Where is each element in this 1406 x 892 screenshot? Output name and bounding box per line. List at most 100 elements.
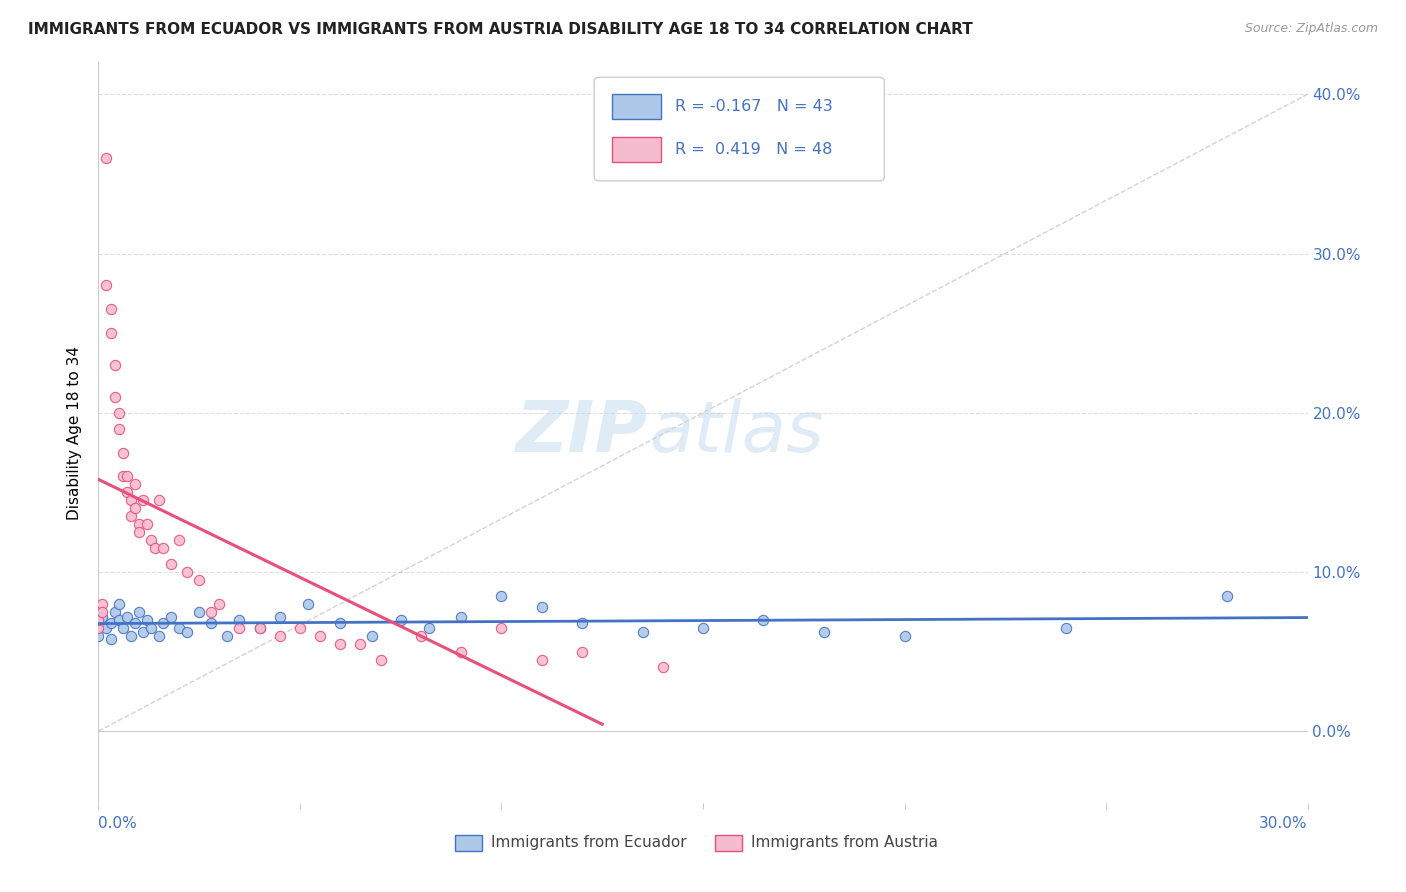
Point: [96, 151, 118, 165]
Point: [148, 493, 170, 508]
Point: [389, 613, 412, 627]
Point: [530, 652, 553, 666]
Point: [651, 660, 673, 674]
Point: [128, 525, 150, 540]
Point: [100, 326, 122, 340]
Text: R =  0.419   N = 48: R = 0.419 N = 48: [675, 142, 832, 157]
Point: [124, 615, 146, 630]
Point: [200, 615, 222, 630]
Point: [115, 469, 138, 483]
Point: [111, 469, 134, 483]
Point: [160, 609, 183, 624]
Point: [128, 517, 150, 532]
Point: [148, 629, 170, 643]
FancyBboxPatch shape: [595, 78, 884, 181]
Point: [100, 302, 122, 317]
Point: [152, 615, 174, 630]
Point: [1054, 621, 1077, 635]
Point: [370, 652, 392, 666]
Point: [135, 517, 157, 532]
Point: [692, 621, 714, 635]
Point: [91, 609, 114, 624]
Point: [107, 613, 129, 627]
Point: [152, 541, 174, 555]
Point: [87, 613, 110, 627]
Text: Immigrants from Ecuador: Immigrants from Ecuador: [492, 835, 688, 850]
Point: [120, 509, 142, 524]
Point: [111, 621, 134, 635]
Point: [96, 621, 118, 635]
Point: [176, 565, 198, 579]
Text: ZIP: ZIP: [516, 398, 648, 467]
Point: [135, 613, 157, 627]
Point: [217, 629, 239, 643]
Point: [228, 621, 250, 635]
FancyBboxPatch shape: [613, 137, 661, 162]
Point: [571, 615, 593, 630]
Point: [631, 625, 654, 640]
Point: [91, 605, 114, 619]
Point: [139, 621, 162, 635]
Y-axis label: Disability Age 18 to 34: Disability Age 18 to 34: [67, 345, 83, 520]
Point: [176, 625, 198, 640]
Point: [349, 637, 371, 651]
Point: [128, 605, 150, 619]
Point: [100, 632, 122, 646]
Point: [91, 597, 114, 611]
Point: [115, 609, 138, 624]
Point: [120, 629, 142, 643]
Point: [530, 599, 553, 614]
Point: [160, 557, 183, 571]
Point: [124, 477, 146, 491]
Point: [249, 621, 271, 635]
Point: [329, 615, 352, 630]
Point: [269, 609, 291, 624]
Point: [208, 597, 231, 611]
Point: [297, 597, 319, 611]
Point: [124, 501, 146, 516]
Point: [418, 621, 440, 635]
Point: [188, 605, 211, 619]
Point: [813, 625, 835, 640]
Text: atlas: atlas: [648, 398, 823, 467]
Point: [132, 493, 155, 508]
Point: [893, 629, 915, 643]
Point: [132, 625, 155, 640]
Text: 30.0%: 30.0%: [1260, 815, 1308, 830]
Point: [107, 597, 129, 611]
Point: [107, 422, 129, 436]
Point: [491, 589, 513, 603]
Point: [139, 533, 162, 547]
Point: [450, 609, 472, 624]
Text: R = -0.167   N = 43: R = -0.167 N = 43: [675, 99, 832, 113]
Point: [115, 485, 138, 500]
Point: [269, 629, 291, 643]
Point: [120, 493, 142, 508]
Point: [167, 621, 190, 635]
Point: [361, 629, 384, 643]
Text: Immigrants from Austria: Immigrants from Austria: [751, 835, 938, 850]
Point: [103, 390, 125, 404]
Point: [752, 613, 775, 627]
Point: [228, 613, 250, 627]
Point: [103, 605, 125, 619]
Point: [188, 573, 211, 587]
Point: [107, 406, 129, 420]
Text: Source: ZipAtlas.com: Source: ZipAtlas.com: [1244, 22, 1378, 36]
Point: [491, 621, 513, 635]
Point: [329, 637, 352, 651]
FancyBboxPatch shape: [613, 95, 661, 120]
Point: [409, 629, 432, 643]
Point: [100, 615, 122, 630]
FancyBboxPatch shape: [456, 835, 482, 851]
Point: [167, 533, 190, 547]
Point: [143, 541, 166, 555]
Point: [1216, 589, 1239, 603]
Point: [87, 621, 110, 635]
Point: [111, 445, 134, 459]
Point: [571, 644, 593, 658]
Point: [288, 621, 311, 635]
Point: [87, 629, 110, 643]
Point: [103, 358, 125, 372]
Text: IMMIGRANTS FROM ECUADOR VS IMMIGRANTS FROM AUSTRIA DISABILITY AGE 18 TO 34 CORRE: IMMIGRANTS FROM ECUADOR VS IMMIGRANTS FR…: [28, 22, 973, 37]
